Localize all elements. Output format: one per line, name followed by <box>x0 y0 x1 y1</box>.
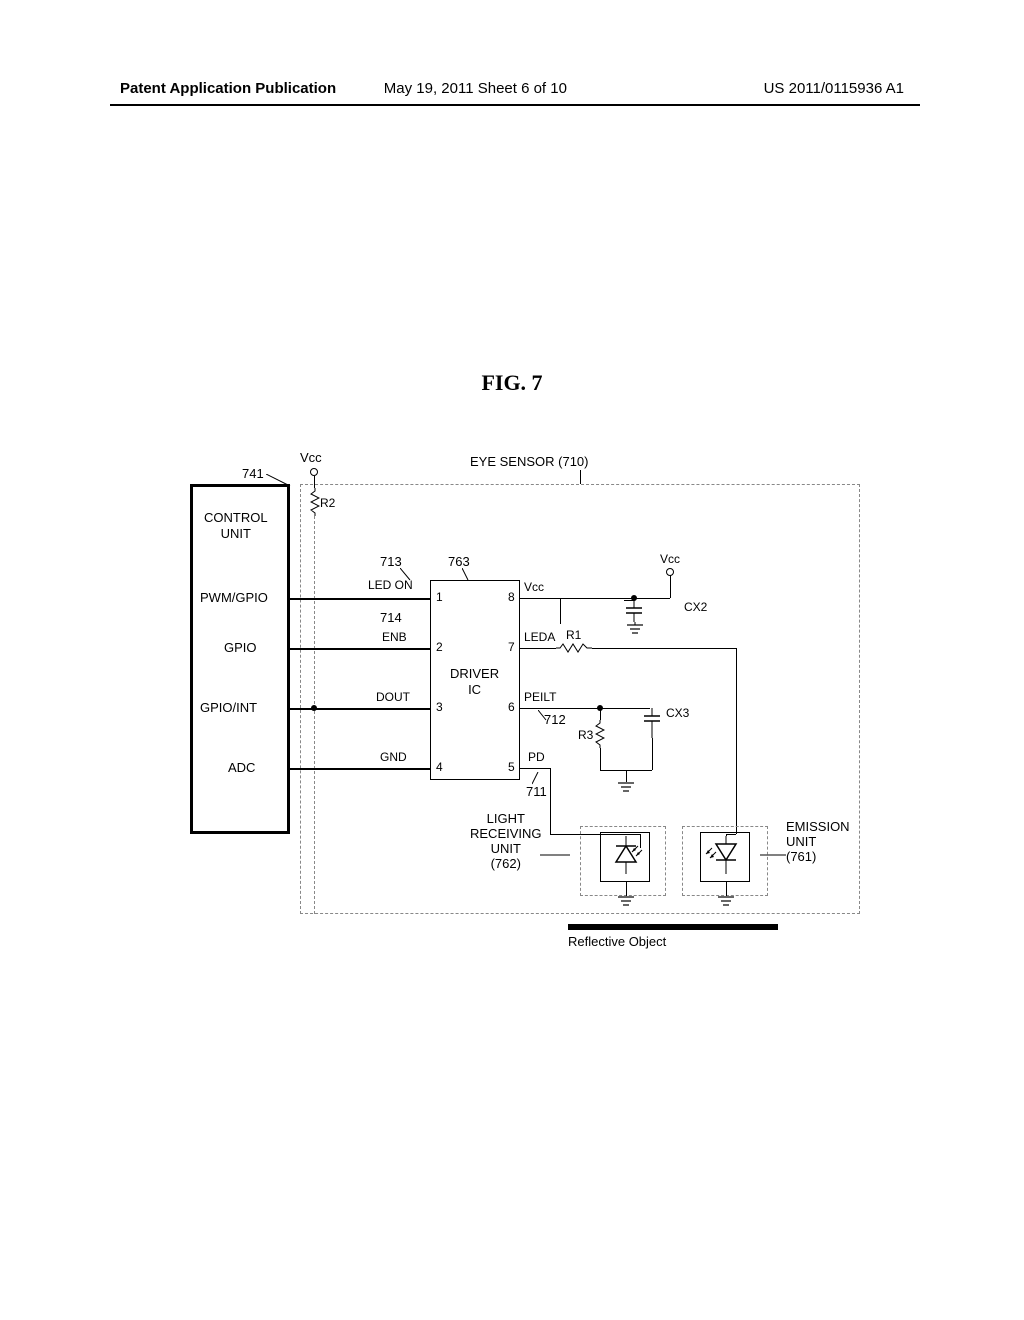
r2-dashed-line <box>314 516 315 914</box>
wire-r3-bot <box>600 748 601 770</box>
wire-pd-gnd <box>626 882 627 896</box>
pin7-label: 7 <box>508 640 515 654</box>
wire-led-in-h <box>726 834 736 835</box>
resistor-r3 <box>595 720 605 748</box>
pin5-label: 5 <box>508 760 515 774</box>
wire-pin8 <box>520 598 560 599</box>
wire-pd-down <box>550 768 551 834</box>
gnd-label: GND <box>380 750 407 764</box>
cx2-label: CX2 <box>684 600 707 614</box>
photodiode-icon <box>604 836 648 880</box>
vcc-pin8-label: Vcc <box>524 580 544 594</box>
pin4-label: 4 <box>436 760 443 774</box>
wire-pwm <box>290 598 430 600</box>
control-unit-label: CONTROL UNIT <box>204 510 268 541</box>
gpio-int-label: GPIO/INT <box>200 700 257 715</box>
ref-741: 741 <box>242 466 264 481</box>
pd-label: PD <box>528 750 545 764</box>
reflective-label: Reflective Object <box>568 934 666 949</box>
driver-ic-label: DRIVER IC <box>450 666 499 697</box>
wire-cx3-down <box>652 738 653 770</box>
wire-pin5 <box>520 768 550 769</box>
enb-label: ENB <box>382 630 407 644</box>
wire-vcc-right-h <box>560 598 670 599</box>
led-icon <box>704 836 748 880</box>
leader-762 <box>540 850 570 860</box>
control-unit-text: CONTROL UNIT <box>204 510 268 541</box>
header-rule <box>110 104 920 106</box>
vcc-right-label: Vcc <box>660 552 680 566</box>
header-center: May 19, 2011 Sheet 6 of 10 <box>384 80 567 97</box>
header-right: US 2011/0115936 A1 <box>764 80 904 97</box>
leader-711 <box>532 772 542 786</box>
ref-763: 763 <box>448 554 470 569</box>
eye-sensor-label: EYE SENSOR (710) <box>470 454 589 469</box>
light-receiving-label: LIGHT RECEIVING UNIT (762) <box>470 812 542 872</box>
r2-label: R2 <box>320 496 335 510</box>
adc-label: ADC <box>228 760 255 775</box>
wire-vcc-right-v <box>670 575 671 598</box>
wire-led-in <box>726 834 727 836</box>
junction-r3 <box>597 705 603 711</box>
wire-leda-down <box>736 648 737 834</box>
leader-713 <box>400 568 414 582</box>
leader-712 <box>538 710 548 722</box>
leader-763 <box>462 568 476 582</box>
junction-dot <box>311 705 317 711</box>
figure-title: FIG. 7 <box>481 370 542 396</box>
ref-711: 711 <box>526 784 547 799</box>
ref-714: 714 <box>380 610 402 625</box>
cx3-label: CX3 <box>666 706 689 720</box>
pin8-label: 8 <box>508 590 515 604</box>
emission-unit-label: EMISSION UNIT (761) <box>786 820 850 865</box>
r3-label: R3 <box>578 728 593 742</box>
vcc-label-top: Vcc <box>300 450 322 465</box>
wire-gnd <box>290 768 430 770</box>
circuit-diagram: Vcc 741 EYE SENSOR (710) CONTROL UNIT R2… <box>180 450 880 950</box>
wire-gpio <box>290 648 430 650</box>
reflective-bar <box>568 924 778 930</box>
page-header: Patent Application Publication May 19, 2… <box>0 80 1024 97</box>
junction-cx2 <box>631 595 637 601</box>
vcc-terminal-top <box>310 468 318 476</box>
wire-cx2-v <box>560 598 561 624</box>
ground-led <box>717 896 735 910</box>
leda-label: LEDA <box>524 630 555 644</box>
ref-713: 713 <box>380 554 402 569</box>
wire-pin7 <box>520 648 556 649</box>
dout-label: DOUT <box>376 690 410 704</box>
pin2-label: 2 <box>436 640 443 654</box>
pin6-label: 6 <box>508 700 515 714</box>
header-left: Patent Application Publication <box>120 80 336 97</box>
ground-cx2 <box>626 622 644 636</box>
peilt-label: PEILT <box>524 690 556 704</box>
capacitor-cx3 <box>642 708 662 738</box>
vcc-right-terminal <box>666 568 674 576</box>
pwm-gpio-label: PWM/GPIO <box>200 590 268 605</box>
leader-eye-sensor <box>580 470 581 484</box>
gpio-label: GPIO <box>224 640 257 655</box>
wire-r1-right <box>592 648 736 649</box>
pin3-label: 3 <box>436 700 443 714</box>
r1-label: R1 <box>566 628 581 642</box>
ground-pd <box>617 896 635 910</box>
resistor-r1 <box>556 643 592 653</box>
wire-gnd-center <box>626 770 627 782</box>
resistor-r2 <box>310 488 320 516</box>
pin1-label: 1 <box>436 590 443 604</box>
ground-r3cx3 <box>617 782 635 796</box>
wire-led-gnd <box>726 882 727 896</box>
